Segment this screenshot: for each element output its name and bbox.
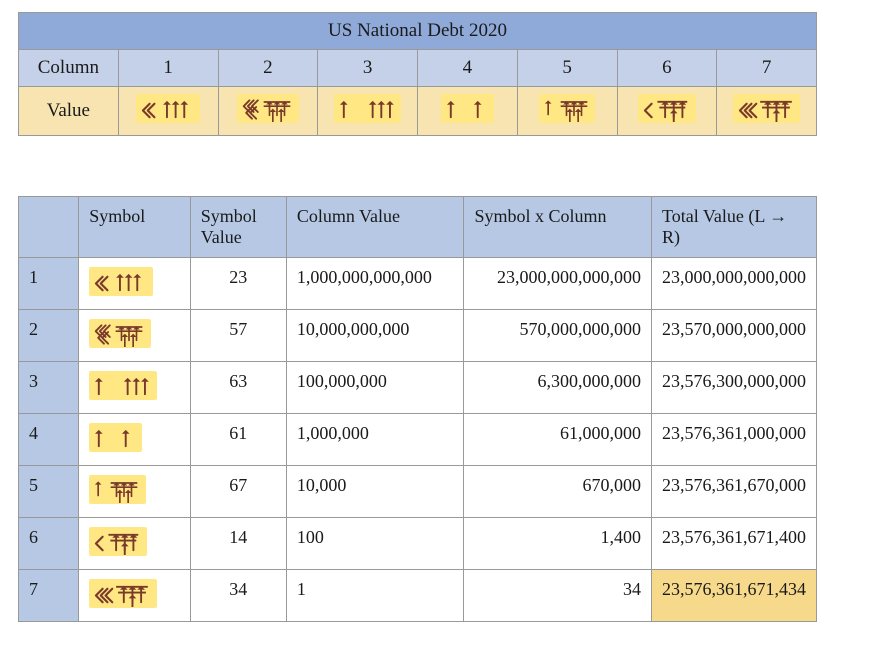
col-1: 1 [118,50,218,87]
table-row: 5 67 10,000 670,000 23,576,361,670,000 [19,466,817,518]
cuneiform-57-icon [94,322,146,347]
cuneiform-23-icon [141,97,195,122]
bottom-table: Symbol Symbol Value Column Value Symbol … [18,196,817,622]
cell-sv: 34 [190,570,286,622]
col-2: 2 [218,50,318,87]
cell-tot: 23,570,000,000,000 [652,310,817,362]
cell-cv: 1,000,000 [286,414,464,466]
page-root: US National Debt 2020 Column 1 2 3 4 5 6… [0,0,875,646]
col-6: 6 [617,50,717,87]
cell-tot: 23,576,361,670,000 [652,466,817,518]
value-cell-6 [617,87,717,136]
cell-sxc: 34 [464,570,652,622]
hdr-symbol: Symbol [79,197,190,258]
cell-sxc: 670,000 [464,466,652,518]
value-cell-2 [218,87,318,136]
cuneiform-57-icon [242,97,294,122]
top-title: US National Debt 2020 [19,13,817,50]
cuneiform-14-icon [94,530,142,555]
row-idx: 1 [19,258,79,310]
table-row: 2 57 10,000,000,000 570,000,000,000 23,5… [19,310,817,362]
cuneiform-63-icon [94,374,152,399]
row-idx: 2 [19,310,79,362]
col-5: 5 [517,50,617,87]
table-row: 3 63 100,000,000 6,300,000,000 23,576,30… [19,362,817,414]
col-3: 3 [318,50,418,87]
cell-sv: 63 [190,362,286,414]
cuneiform-61-icon [94,426,136,451]
value-cell-7 [717,87,817,136]
cell-sv: 23 [190,258,286,310]
top-table: US National Debt 2020 Column 1 2 3 4 5 6… [18,12,817,136]
cell-cv: 10,000,000,000 [286,310,464,362]
cell-sv: 57 [190,310,286,362]
cell-sxc: 6,300,000,000 [464,362,652,414]
cuneiform-61-icon [446,97,488,122]
hdr-total: Total Value (L → R) [652,197,817,258]
table-row: 6 14 100 1,400 23,576,361,671,400 [19,518,817,570]
value-cell-3 [318,87,418,136]
row-idx: 7 [19,570,79,622]
value-label: Value [19,87,119,136]
hdr-column-value: Column Value [286,197,464,258]
column-label: Column [19,50,119,87]
cell-tot: 23,000,000,000,000 [652,258,817,310]
row-idx: 4 [19,414,79,466]
bottom-corner [19,197,79,258]
row-idx: 5 [19,466,79,518]
cuneiform-14-icon [643,97,691,122]
cell-sxc: 570,000,000,000 [464,310,652,362]
cell-sv: 61 [190,414,286,466]
cell-tot: 23,576,361,671,400 [652,518,817,570]
hdr-symbol-value: Symbol Value [190,197,286,258]
cell-tot: 23,576,300,000,000 [652,362,817,414]
cuneiform-67-icon [544,97,591,122]
cuneiform-67-icon [94,478,141,503]
cell-sxc: 23,000,000,000,000 [464,258,652,310]
cell-sxc: 1,400 [464,518,652,570]
hdr-sxc: Symbol x Column [464,197,652,258]
cuneiform-23-icon [94,270,148,295]
value-cell-5 [517,87,617,136]
cell-sv: 14 [190,518,286,570]
cell-cv: 1,000,000,000,000 [286,258,464,310]
cell-cv: 1 [286,570,464,622]
table-row: 7 34 1 34 23,576,361,671,434 [19,570,817,622]
cuneiform-34-icon [94,582,152,607]
cell-cv: 100,000,000 [286,362,464,414]
cell-sv: 67 [190,466,286,518]
table-row: 4 61 1,000,000 61,000,000 23,576,361,000… [19,414,817,466]
row-idx: 3 [19,362,79,414]
cell-cv: 10,000 [286,466,464,518]
col-4: 4 [418,50,518,87]
table-row: 1 23 1,000,000,000,000 23,000,000,000,00… [19,258,817,310]
row-idx: 6 [19,518,79,570]
col-7: 7 [717,50,817,87]
cuneiform-63-icon [339,97,397,122]
cuneiform-34-icon [738,97,796,122]
cell-cv: 100 [286,518,464,570]
value-cell-1 [118,87,218,136]
cell-tot: 23,576,361,000,000 [652,414,817,466]
cell-sxc: 61,000,000 [464,414,652,466]
cell-tot-final: 23,576,361,671,434 [652,570,817,622]
value-cell-4 [418,87,518,136]
